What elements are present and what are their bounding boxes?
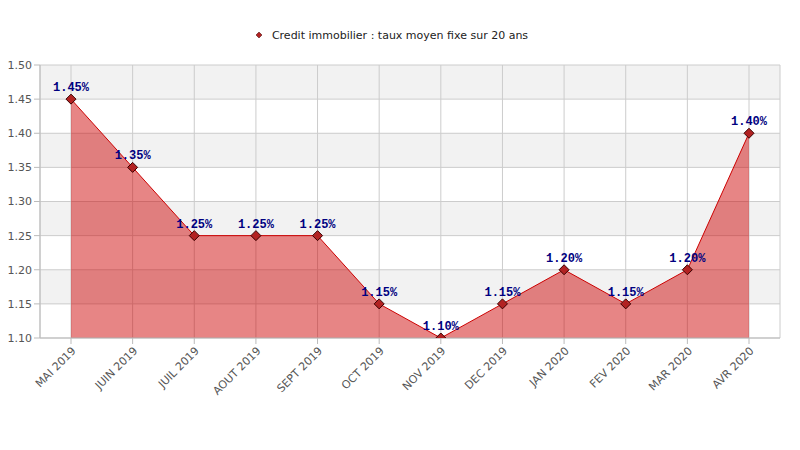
svg-text:1.45: 1.45	[8, 93, 32, 106]
svg-text:OCT 2019: OCT 2019	[339, 344, 387, 392]
svg-text:1.20%: 1.20%	[669, 252, 706, 266]
svg-text:1.25: 1.25	[8, 230, 32, 243]
svg-text:1.10: 1.10	[8, 332, 32, 345]
svg-text:1.30: 1.30	[8, 195, 32, 208]
svg-text:1.15%: 1.15%	[361, 286, 398, 300]
svg-text:AVR 2020: AVR 2020	[710, 344, 757, 391]
svg-text:1.40%: 1.40%	[731, 115, 768, 129]
svg-text:1.25%: 1.25%	[176, 218, 213, 232]
svg-text:FEV 2020: FEV 2020	[587, 344, 633, 390]
svg-text:AOUT 2019: AOUT 2019	[210, 344, 263, 397]
svg-text:MAR 2020: MAR 2020	[646, 344, 695, 393]
svg-text:1.15%: 1.15%	[608, 286, 645, 300]
html-text:Credit immobilier : taux moyen: Credit immobilier : taux moyen fixe sur …	[271, 28, 529, 42]
svg-text:1.45%: 1.45%	[53, 81, 90, 95]
svg-text:JUIL 2019: JUIL 2019	[155, 344, 202, 391]
svg-text:SEPT 2019: SEPT 2019	[274, 344, 325, 395]
svg-text:MAI 2019: MAI 2019	[33, 344, 79, 390]
svg-text:1.20: 1.20	[8, 264, 32, 277]
svg-text:1.15: 1.15	[8, 298, 32, 311]
svg-text:1.35: 1.35	[8, 161, 32, 174]
svg-text:NOV 2019: NOV 2019	[400, 344, 449, 393]
svg-text:1.40: 1.40	[8, 127, 32, 140]
svg-text:1.20%: 1.20%	[546, 252, 583, 266]
svg-text:JAN 2020: JAN 2020	[526, 344, 571, 389]
svg-text:1.25%: 1.25%	[238, 218, 275, 232]
svg-text:1.35%: 1.35%	[115, 149, 152, 163]
svg-text:1.50: 1.50	[8, 59, 32, 72]
svg-text:1.10%: 1.10%	[423, 320, 460, 334]
svg-text:DEC 2019: DEC 2019	[462, 344, 510, 392]
svg-text:1.15%: 1.15%	[484, 286, 521, 300]
svg-text:1.25%: 1.25%	[300, 218, 337, 232]
svg-text:JUIN 2019: JUIN 2019	[92, 344, 140, 392]
